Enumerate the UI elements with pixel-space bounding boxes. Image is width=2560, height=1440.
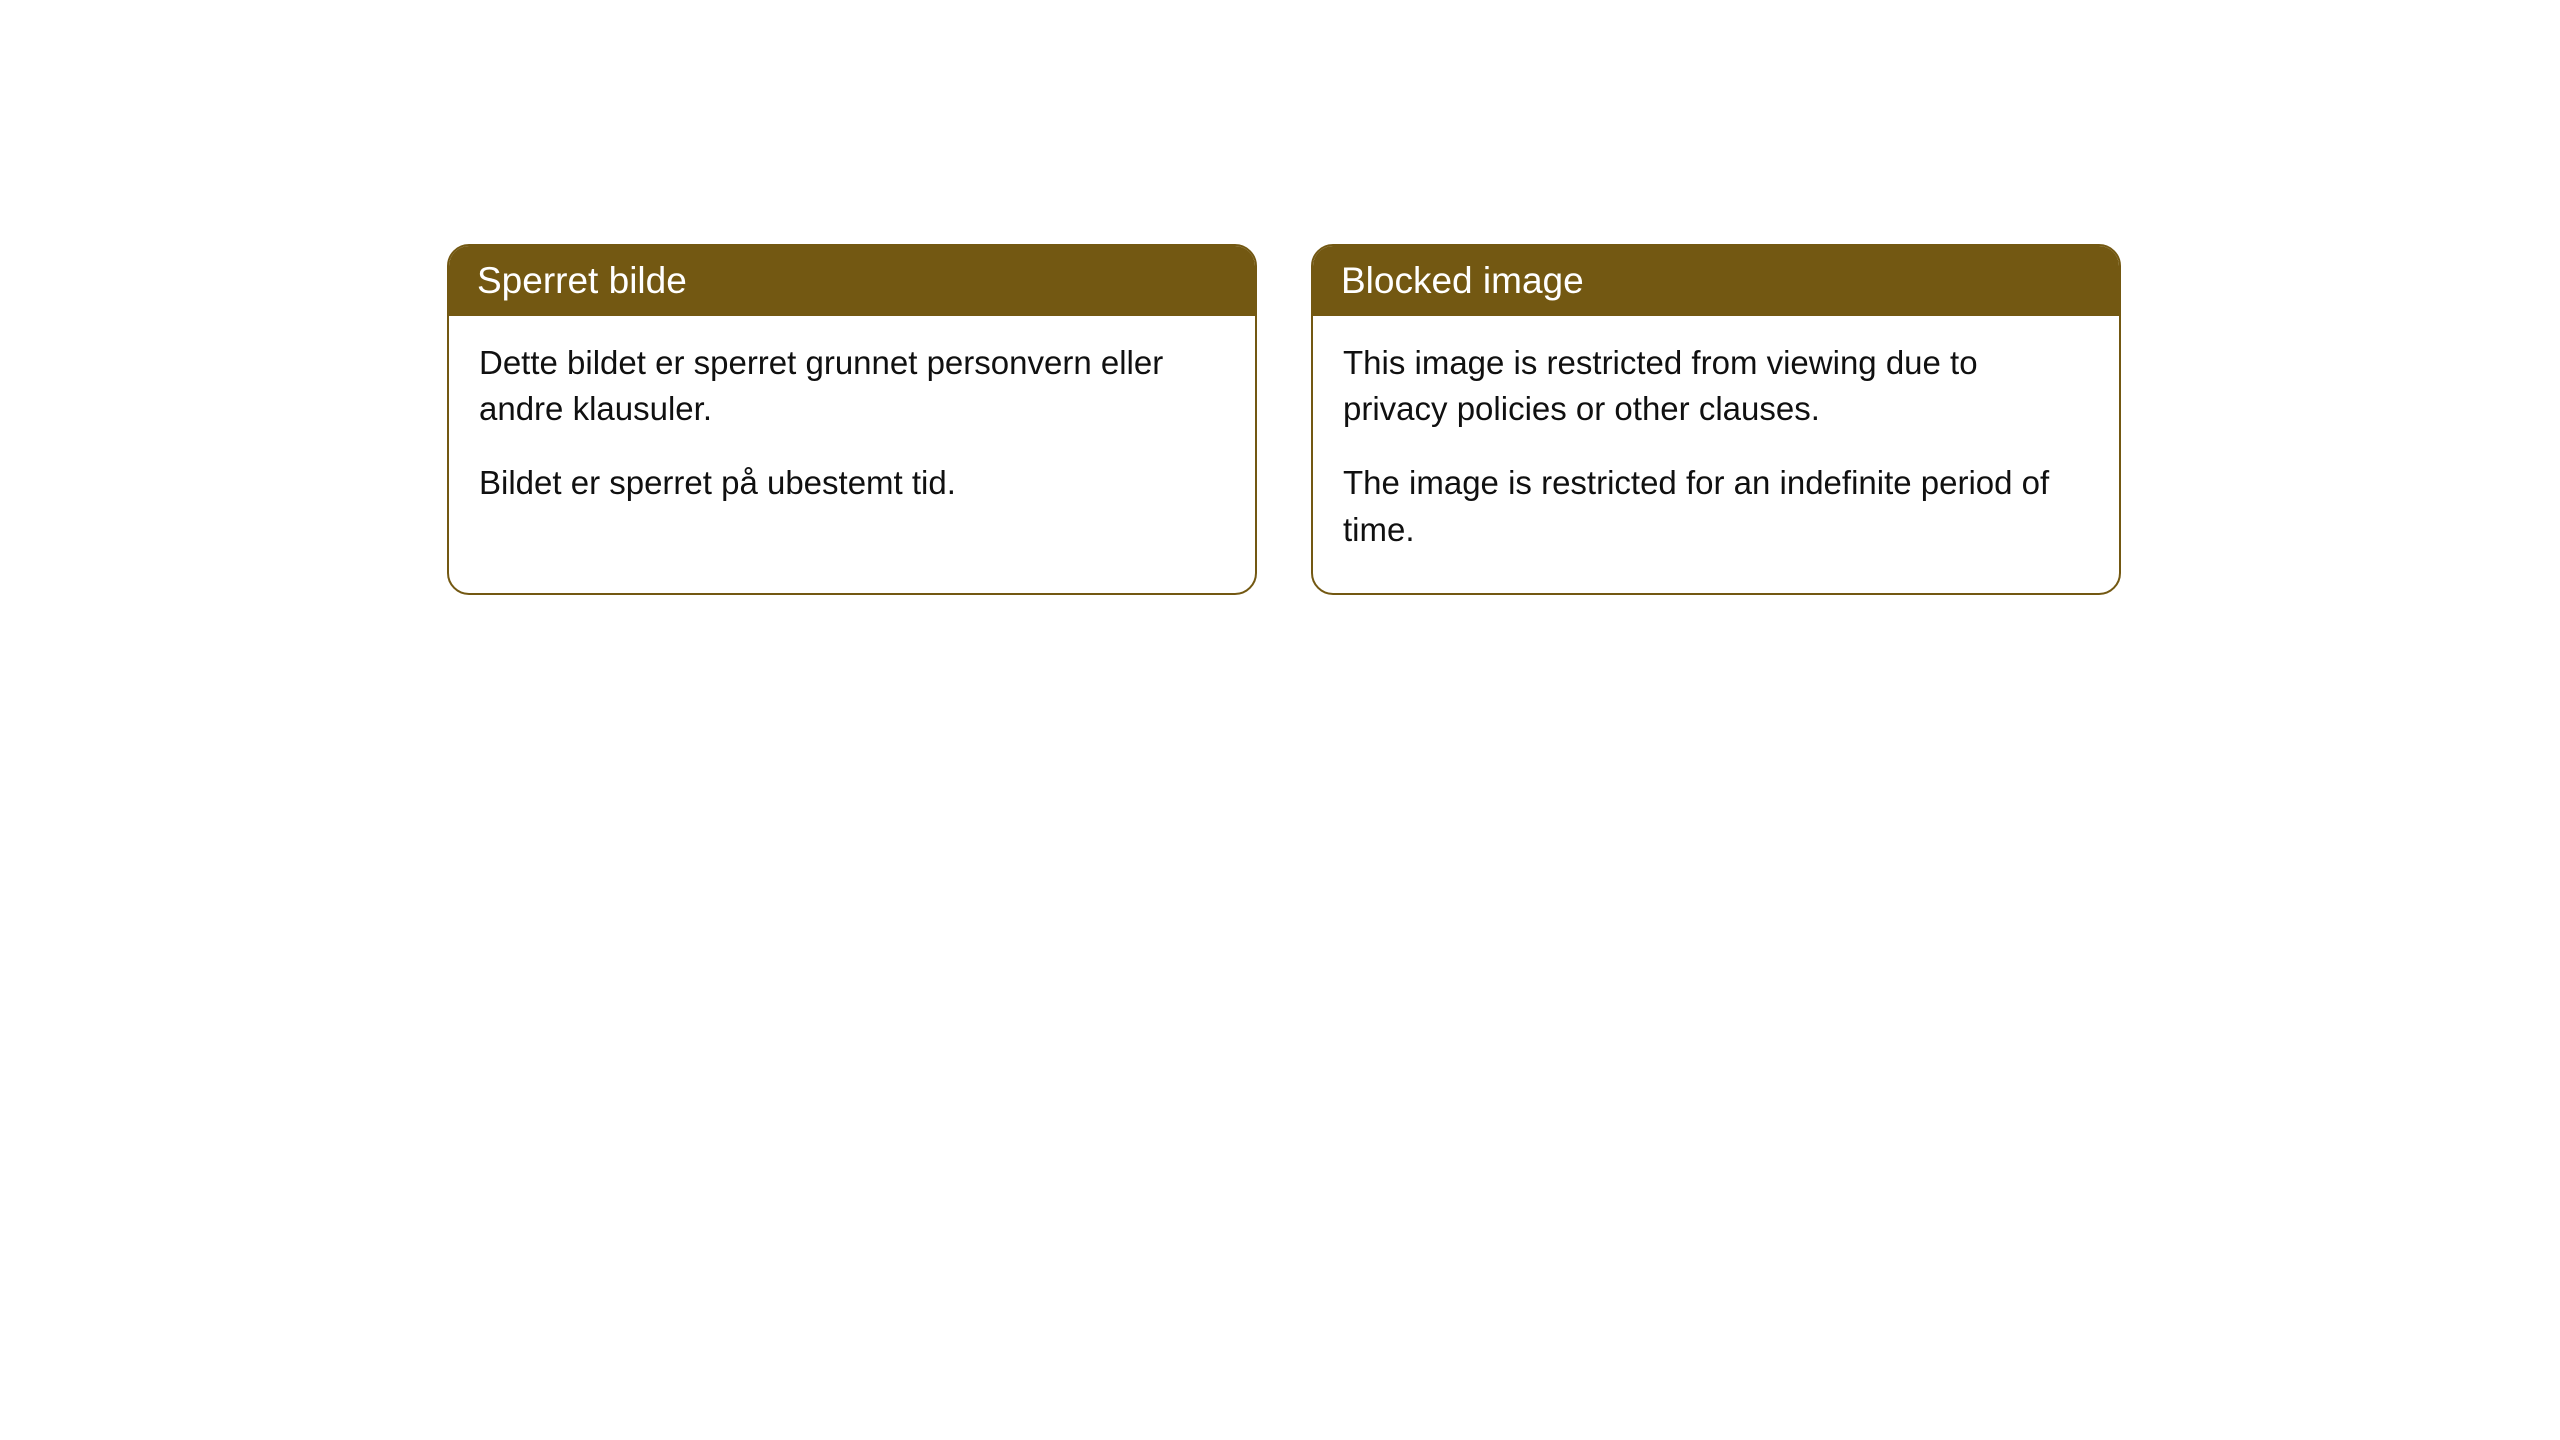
card-body-no: Dette bildet er sperret grunnet personve… — [449, 316, 1255, 547]
card-paragraph-no-1: Dette bildet er sperret grunnet personve… — [479, 340, 1225, 432]
card-paragraph-en-2: The image is restricted for an indefinit… — [1343, 460, 2089, 552]
card-title-en: Blocked image — [1341, 260, 1584, 301]
card-body-en: This image is restricted from viewing du… — [1313, 316, 2119, 593]
card-title-no: Sperret bilde — [477, 260, 687, 301]
card-paragraph-en-1: This image is restricted from viewing du… — [1343, 340, 2089, 432]
card-header-no: Sperret bilde — [449, 246, 1255, 316]
cards-container: Sperret bilde Dette bildet er sperret gr… — [447, 244, 2121, 595]
card-header-en: Blocked image — [1313, 246, 2119, 316]
blocked-image-card-en: Blocked image This image is restricted f… — [1311, 244, 2121, 595]
card-paragraph-no-2: Bildet er sperret på ubestemt tid. — [479, 460, 1225, 506]
blocked-image-card-no: Sperret bilde Dette bildet er sperret gr… — [447, 244, 1257, 595]
